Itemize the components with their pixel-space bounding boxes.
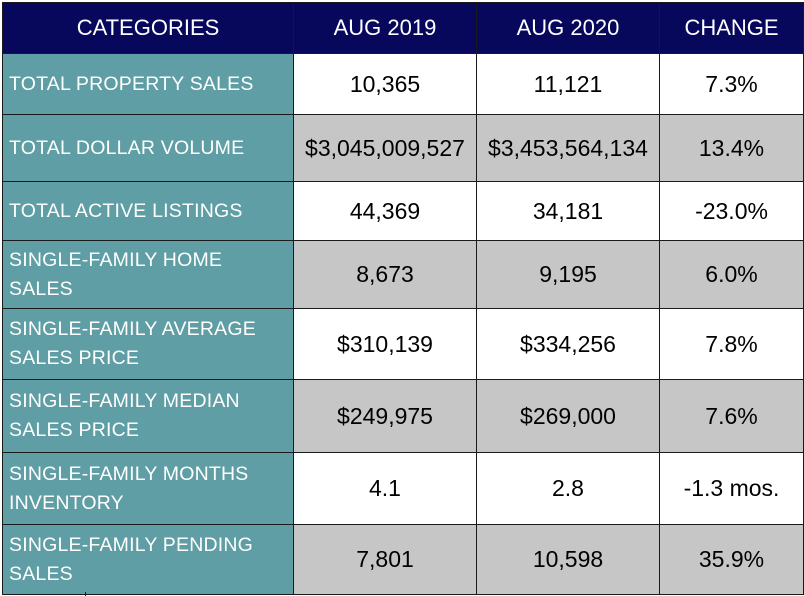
row-aug-2020: $3,453,564,134 [476,114,660,182]
row-category: SINGLE-FAMILY MEDIAN SALES PRICE [2,379,294,453]
table-row: SINGLE-FAMILY HOME SALES 8,673 9,195 6.0… [2,240,804,309]
row-category: SINGLE-FAMILY HOME SALES [2,240,294,309]
row-change: 7.3% [659,53,804,115]
header-aug-2020: AUG 2020 [476,2,660,54]
row-aug-2020: $334,256 [476,308,660,380]
row-aug-2020: 9,195 [476,240,660,309]
table-header-row: CATEGORIES AUG 2019 AUG 2020 CHANGE [2,2,804,54]
row-aug-2020: 2.8 [476,452,660,525]
row-aug-2019: $3,045,009,527 [293,114,477,182]
row-aug-2019: 44,369 [293,181,477,241]
table-row: SINGLE-FAMILY MONTHS INVENTORY 4.1 2.8 -… [2,452,804,525]
row-change: 35.9% [659,524,804,595]
row-aug-2020: 10,598 [476,524,660,595]
table-row: SINGLE-FAMILY PENDING SALES 7,801 10,598… [2,524,804,595]
row-change: 7.8% [659,308,804,380]
table-row: TOTAL DOLLAR VOLUME $3,045,009,527 $3,45… [2,114,804,182]
row-aug-2019: 10,365 [293,53,477,115]
row-aug-2020: $269,000 [476,379,660,453]
row-change: 6.0% [659,240,804,309]
row-category: TOTAL PROPERTY SALES [2,53,294,115]
row-category: SINGLE-FAMILY PENDING SALES [2,524,294,595]
header-change: CHANGE [659,2,804,54]
table-row: SINGLE-FAMILY MEDIAN SALES PRICE $249,97… [2,379,804,453]
table-row: TOTAL PROPERTY SALES 10,365 11,121 7.3% [2,53,804,115]
header-aug-2019: AUG 2019 [293,2,477,54]
table-row: TOTAL ACTIVE LISTINGS 44,369 34,181 -23.… [2,181,804,241]
header-categories: CATEGORIES [2,2,294,54]
row-change: 13.4% [659,114,804,182]
row-aug-2020: 34,181 [476,181,660,241]
row-category: TOTAL DOLLAR VOLUME [2,114,294,182]
row-aug-2019: $249,975 [293,379,477,453]
row-change: -23.0% [659,181,804,241]
row-aug-2019: 7,801 [293,524,477,595]
row-change: -1.3 mos. [659,452,804,525]
border-tick [85,592,86,596]
row-category: SINGLE-FAMILY AVERAGE SALES PRICE [2,308,294,380]
row-category: TOTAL ACTIVE LISTINGS [2,181,294,241]
row-aug-2019: $310,139 [293,308,477,380]
row-category: SINGLE-FAMILY MONTHS INVENTORY [2,452,294,525]
row-change: 7.6% [659,379,804,453]
row-aug-2019: 8,673 [293,240,477,309]
row-aug-2019: 4.1 [293,452,477,525]
row-aug-2020: 11,121 [476,53,660,115]
table-row: SINGLE-FAMILY AVERAGE SALES PRICE $310,1… [2,308,804,380]
